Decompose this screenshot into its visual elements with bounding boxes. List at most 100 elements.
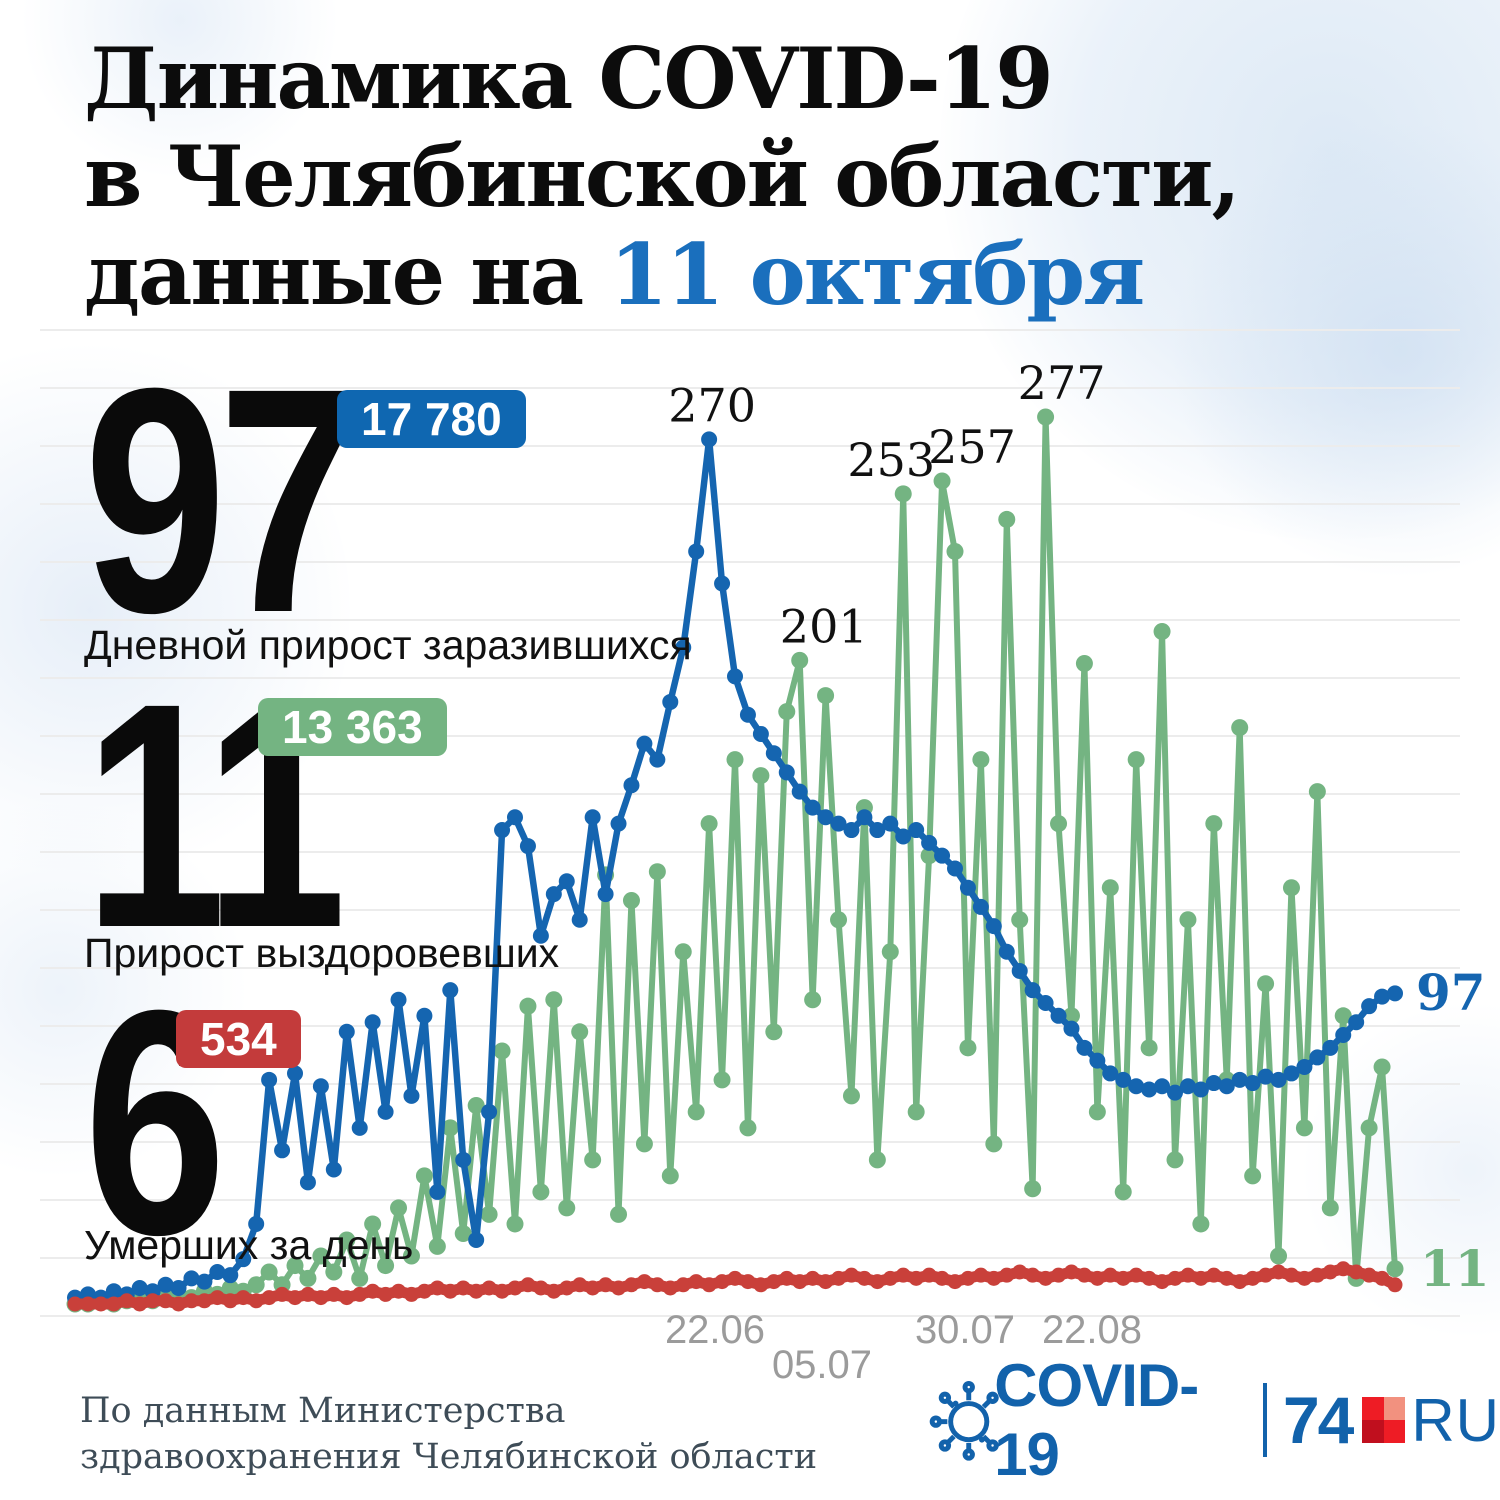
- series-deaths-point: [80, 1296, 96, 1312]
- series-deaths-point: [326, 1286, 342, 1302]
- series-infected-point: [1037, 994, 1054, 1011]
- series-recovered-point: [532, 1183, 550, 1201]
- series-infected-point: [442, 982, 459, 999]
- series-recovered-point: [1386, 1260, 1404, 1278]
- series-infected-point: [170, 1279, 187, 1296]
- series-infected-point: [209, 1263, 226, 1280]
- series-infected-point: [714, 575, 731, 592]
- series-infected-point: [1089, 1052, 1106, 1069]
- peak-label-277: 277: [1018, 356, 1106, 410]
- series-deaths-point: [973, 1267, 989, 1283]
- series-infected-point: [895, 828, 912, 845]
- series-deaths-point: [1115, 1270, 1131, 1286]
- title-line-1: Динамика COVID-19: [84, 29, 1054, 128]
- series-infected-point: [830, 815, 847, 832]
- series-infected-point: [856, 809, 873, 826]
- series-recovered-point: [998, 510, 1016, 528]
- series-infected-point: [882, 815, 899, 832]
- series-recovered-point: [1321, 1199, 1339, 1217]
- series-deaths-point: [559, 1280, 575, 1296]
- stat-badge-infected-total: 17 780: [337, 390, 526, 448]
- series-deaths-point: [1348, 1264, 1364, 1280]
- series-recovered-point: [985, 1135, 1003, 1153]
- series-deaths-point: [779, 1270, 795, 1286]
- series-recovered-point: [1050, 815, 1068, 833]
- series-deaths-point: [882, 1270, 898, 1286]
- series-deaths-point: [572, 1277, 588, 1293]
- series-infected-point: [248, 1215, 265, 1232]
- series-deaths-point: [119, 1293, 135, 1309]
- logo-74-text: 74: [1282, 1383, 1354, 1457]
- series-deaths-point: [1219, 1270, 1235, 1286]
- series-recovered-point: [467, 1096, 485, 1114]
- series-infected-point: [1309, 1049, 1326, 1066]
- series-infected-point: [325, 1161, 342, 1178]
- series-deaths-point: [378, 1286, 394, 1302]
- series-deaths-point: [856, 1270, 872, 1286]
- series-recovered-point: [972, 751, 990, 769]
- series-deaths-point: [261, 1290, 277, 1306]
- series-deaths-point: [352, 1286, 368, 1302]
- end-label-infected: 97: [1416, 963, 1486, 1022]
- series-recovered-point: [739, 1119, 757, 1137]
- series-deaths-point: [688, 1274, 704, 1290]
- series-deaths-point: [1271, 1264, 1287, 1280]
- series-infected-point: [468, 1231, 485, 1248]
- series-recovered-point: [312, 1247, 330, 1265]
- series-infected-point: [649, 751, 666, 768]
- series-infected-point: [545, 886, 562, 903]
- series-recovered-point: [1360, 1119, 1378, 1137]
- series-deaths-point: [623, 1277, 639, 1293]
- source-note-line-2: здравоохранения Челябинской области: [80, 1437, 818, 1477]
- series-recovered-point: [1140, 1039, 1158, 1057]
- series-recovered-point: [1244, 1167, 1262, 1185]
- series-deaths-point: [1012, 1264, 1028, 1280]
- series-deaths-point: [171, 1296, 187, 1312]
- series-recovered-point: [299, 1269, 317, 1287]
- series-deaths-point: [1076, 1267, 1092, 1283]
- series-infected-point: [623, 777, 640, 794]
- series-deaths-point: [274, 1286, 290, 1302]
- series-infected-point: [558, 873, 575, 890]
- logo-divider: [1263, 1383, 1267, 1457]
- logo-ru-text: RU: [1411, 1386, 1500, 1454]
- stat-label-recovered: Прирост выздоровевших: [84, 930, 560, 976]
- series-deaths-point: [598, 1277, 614, 1293]
- series-deaths-point: [494, 1283, 510, 1299]
- series-recovered-point: [1205, 815, 1223, 833]
- series-deaths-point: [403, 1286, 419, 1302]
- x-axis-label: 22.06: [665, 1308, 765, 1352]
- series-infected-point: [1076, 1039, 1093, 1056]
- series-recovered-point: [1024, 1180, 1042, 1198]
- series-deaths-point: [391, 1283, 407, 1299]
- series-recovered-point: [480, 1205, 498, 1223]
- series-recovered-point: [584, 1151, 602, 1169]
- series-recovered-point: [1037, 408, 1055, 426]
- logo-red-square-icon: [1362, 1397, 1406, 1443]
- series-deaths-point: [442, 1283, 458, 1299]
- series-infected-point: [1296, 1059, 1313, 1076]
- series-deaths-point: [1154, 1274, 1170, 1290]
- series-deaths-point: [1309, 1267, 1325, 1283]
- series-recovered-point: [1282, 879, 1300, 897]
- peak-label-201: 201: [780, 599, 868, 653]
- series-recovered-point: [1179, 911, 1197, 929]
- series-recovered-point: [1075, 655, 1093, 673]
- series-deaths-point: [895, 1267, 911, 1283]
- series-deaths-point: [1322, 1264, 1338, 1280]
- series-infected-point: [662, 693, 679, 710]
- series-recovered-point: [881, 943, 899, 961]
- series-deaths-point: [222, 1293, 238, 1309]
- series-infected-point: [1244, 1075, 1261, 1092]
- series-infected-point: [688, 543, 705, 560]
- series-deaths-point: [1089, 1270, 1105, 1286]
- series-recovered-point: [1257, 975, 1275, 993]
- series-deaths-point: [196, 1293, 212, 1309]
- series-infected-point: [752, 725, 769, 742]
- series-deaths-point: [611, 1280, 627, 1296]
- series-infected-point: [869, 822, 886, 839]
- series-infected-point: [1141, 1081, 1158, 1098]
- series-recovered-point: [441, 1119, 459, 1137]
- series-recovered-point: [1166, 1151, 1184, 1169]
- series-recovered-point: [791, 651, 809, 669]
